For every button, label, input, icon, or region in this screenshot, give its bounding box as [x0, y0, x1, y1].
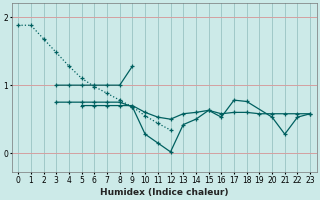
X-axis label: Humidex (Indice chaleur): Humidex (Indice chaleur): [100, 188, 228, 197]
